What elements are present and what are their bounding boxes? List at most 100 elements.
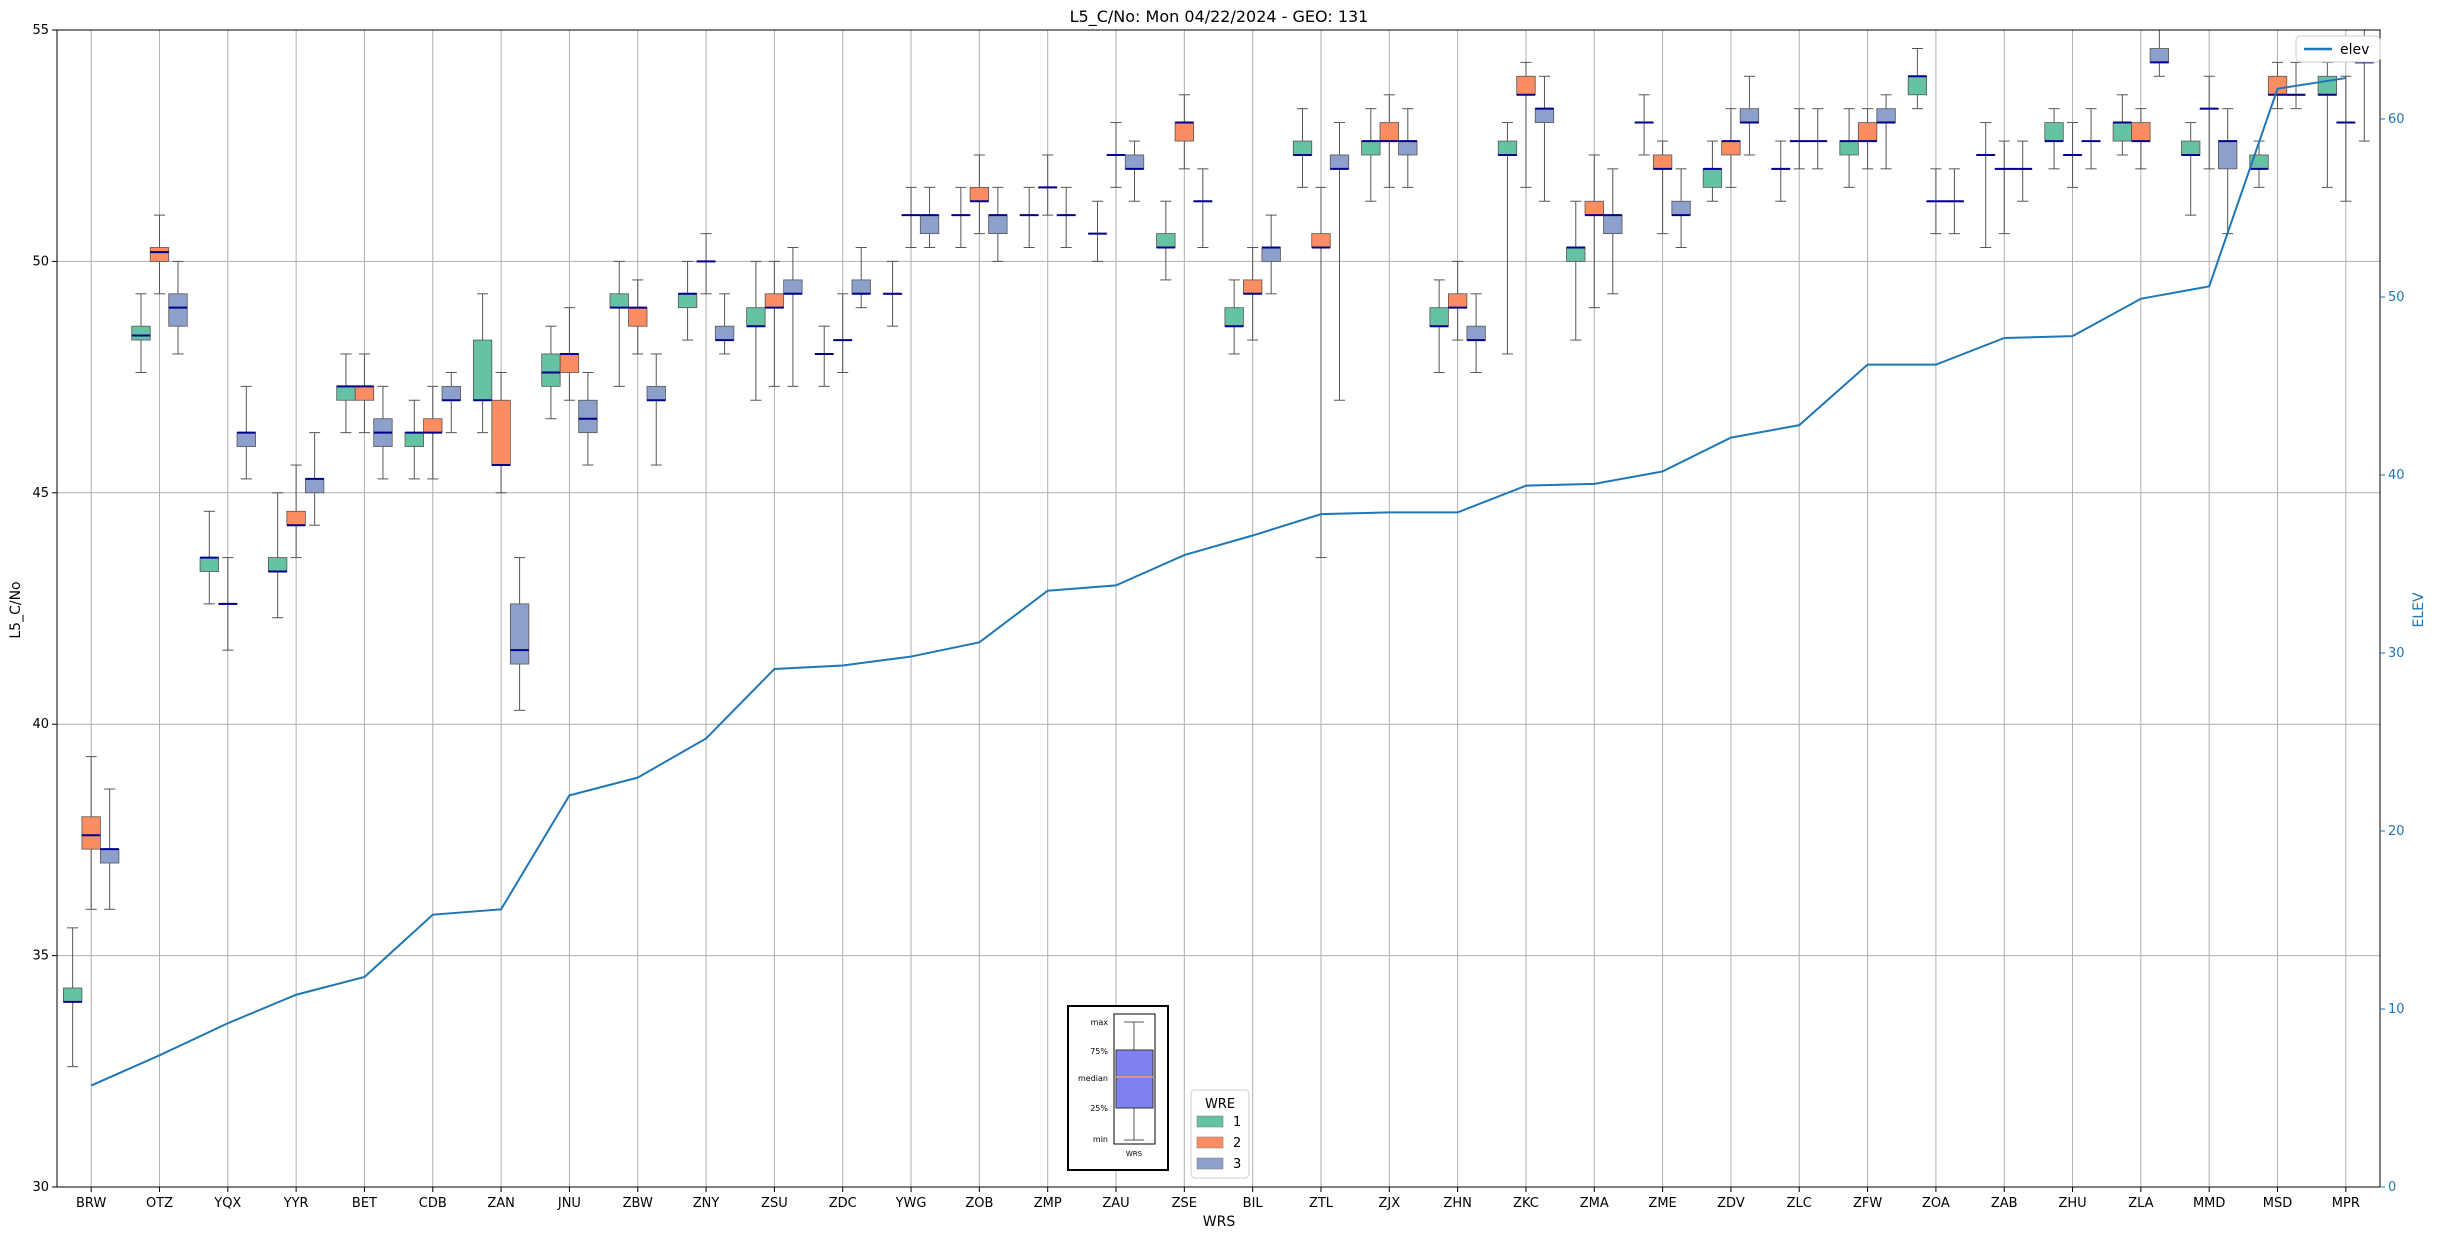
- box-iqr: [1671, 200, 1691, 216]
- box-iqr: [628, 307, 648, 327]
- box-ZAU-2: [1106, 122, 1126, 188]
- y-axis-label: L5_C/No: [8, 581, 24, 638]
- box-iqr: [2181, 140, 2201, 156]
- box-iqr: [354, 385, 375, 401]
- box-YQX-3: [236, 385, 256, 480]
- box-ZAB-1: [1976, 122, 1996, 249]
- box-iqr: [969, 186, 990, 202]
- box-MSD-2: [2267, 61, 2288, 110]
- x-tick-label: ZME: [1648, 1196, 1676, 1211]
- box-ZBW-3: [646, 353, 666, 466]
- x-tick-label: BET: [352, 1196, 377, 1211]
- box-ZDV-3: [1739, 75, 1760, 156]
- box-BIL-3: [1261, 214, 1281, 295]
- box-ZMA-3: [1603, 168, 1623, 295]
- x-axis-label: WRS: [1203, 1214, 1236, 1230]
- box-ZMP-2: [1038, 154, 1058, 216]
- x-tick-label: MSD: [2263, 1196, 2292, 1211]
- x-tick-label: ZOA: [1922, 1196, 1950, 1211]
- box-ZJX-2: [1379, 94, 1399, 188]
- box-iqr: [81, 816, 101, 850]
- box-ZSU-2: [764, 260, 785, 387]
- box-YYR-2: [286, 464, 306, 559]
- x-tick-label: OTZ: [146, 1196, 173, 1211]
- inset-label-q1: 25%: [1090, 1104, 1108, 1113]
- box-ZDC-3: [851, 247, 871, 309]
- box-OTZ-2: [149, 214, 170, 295]
- elev-line: [90, 77, 2346, 1087]
- x-tick-label: ZAB: [1991, 1196, 2018, 1211]
- box-iqr: [286, 510, 306, 526]
- box-iqr: [1534, 108, 1555, 123]
- y-right-tick-label: 30: [2388, 646, 2405, 661]
- box-iqr: [509, 603, 530, 665]
- box-ZMP-1: [1019, 186, 1039, 249]
- y-tick-label: 45: [32, 486, 49, 501]
- box-ZLA-1: [2112, 94, 2133, 156]
- box-iqr: [919, 214, 940, 235]
- box-iqr: [423, 418, 443, 434]
- box-iqr: [1907, 75, 1928, 96]
- box-iqr: [1156, 233, 1176, 248]
- box-iqr: [2267, 75, 2288, 96]
- x-tick-label: ZDC: [829, 1196, 857, 1211]
- x-tick-label: ZMP: [1034, 1196, 1062, 1211]
- box-ZFW-1: [1839, 108, 1859, 188]
- box-ZAU-1: [1087, 200, 1108, 262]
- box-iqr: [1566, 247, 1586, 262]
- box-iqr: [1329, 154, 1350, 170]
- box-BIL-1: [1224, 279, 1244, 355]
- box-YQX-2: [218, 557, 238, 651]
- box-ZDV-2: [1721, 108, 1741, 188]
- box-BET-2: [354, 353, 375, 434]
- axes-group: 30 35 40 45 50 55 0 10 20 30 40 50 60 BRW OTZ YQX YYR BET…: [32, 23, 2404, 1211]
- box-iqr: [199, 557, 219, 572]
- box-ZKC-3: [1534, 75, 1555, 202]
- box-ZMP-3: [1056, 186, 1076, 249]
- y-tick-label: 40: [32, 717, 49, 732]
- box-iqr: [1603, 214, 1623, 235]
- box-iqr: [1584, 200, 1604, 216]
- box-ZDC-1: [814, 325, 834, 387]
- plot-frame: [56, 29, 2381, 1188]
- box-ZJX-3: [1398, 108, 1418, 188]
- box-YYR-3: [304, 432, 325, 526]
- inset-box: [1115, 1049, 1154, 1109]
- box-iqr: [304, 478, 325, 494]
- x-tick-label: ZLA: [2128, 1196, 2153, 1211]
- box-ZME-3: [1671, 168, 1691, 249]
- box-iqr: [677, 293, 698, 309]
- box-iqr: [1429, 307, 1449, 327]
- wre-legend: WRE 1 2 3: [1190, 1089, 1250, 1179]
- box-BRW-3: [100, 788, 120, 910]
- box-iqr: [1447, 293, 1468, 309]
- box-CDB-2: [423, 385, 443, 480]
- box-JNU-1: [541, 325, 561, 420]
- box-ZHU-1: [2044, 108, 2064, 170]
- box-ZME-1: [1634, 94, 1654, 156]
- box-ZHU-2: [2062, 122, 2083, 188]
- inset-box-outline: [1113, 1013, 1156, 1145]
- box-ZMA-2: [1584, 154, 1604, 309]
- box-ZOA-3: [1944, 168, 1965, 235]
- box-ZKC-2: [1516, 61, 1536, 188]
- box-iqr: [1839, 140, 1859, 156]
- x-tick-label: YYR: [283, 1196, 309, 1211]
- x-tick-label: ZMA: [1580, 1196, 1609, 1211]
- x-tick-label: ZDV: [1717, 1196, 1745, 1211]
- box-iqr: [1311, 233, 1331, 248]
- box-ZHN-3: [1466, 293, 1486, 373]
- box-iqr: [1174, 122, 1194, 142]
- box-YQX-1: [199, 510, 219, 605]
- wre-legend-frame: [1190, 1089, 1250, 1179]
- x-tick-label: ZJX: [1378, 1196, 1400, 1211]
- box-iqr: [131, 325, 151, 341]
- inset-label-max: max: [1091, 1018, 1109, 1027]
- box-CDB-3: [441, 371, 461, 434]
- x-tick-label: ZFW: [1853, 1196, 1882, 1211]
- box-ZAN-3: [509, 557, 530, 711]
- x-tick-label: ZAU: [1102, 1196, 1129, 1211]
- box-iqr: [1739, 108, 1760, 123]
- box-iqr: [2131, 122, 2151, 142]
